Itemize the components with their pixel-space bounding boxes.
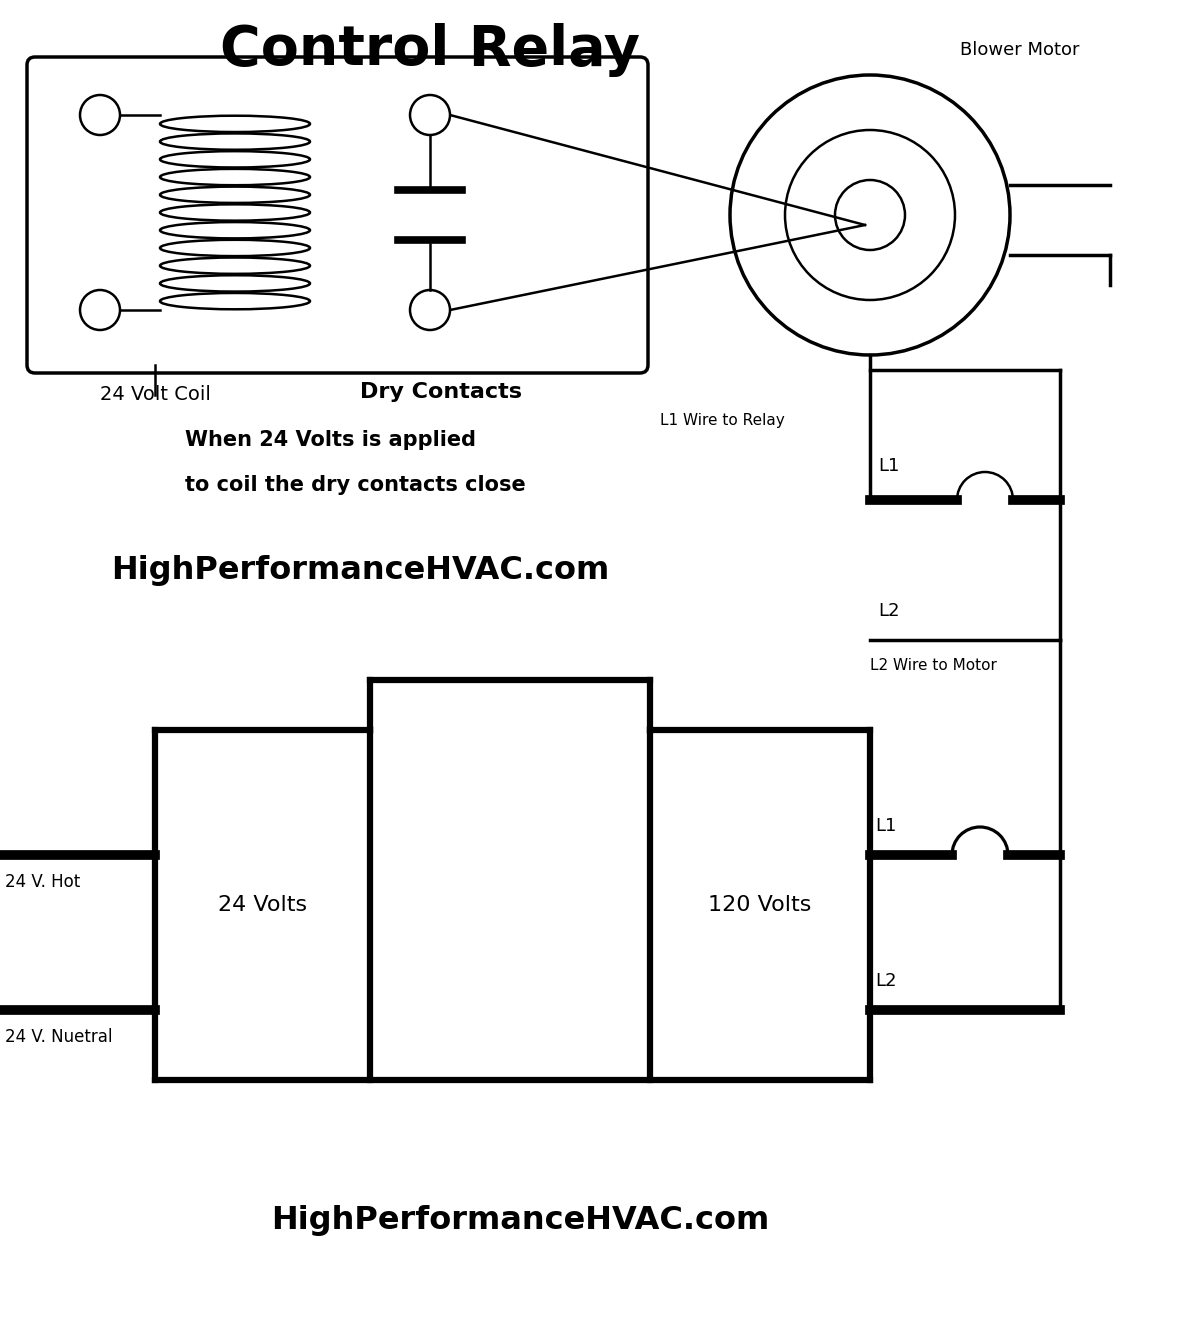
Text: L2: L2 [878,602,900,620]
Text: Control Relay: Control Relay [220,23,640,77]
Text: 120 Volts: 120 Volts [708,895,811,915]
Text: L2: L2 [875,972,896,989]
Text: 24 V. Hot: 24 V. Hot [5,872,80,891]
Circle shape [80,96,120,135]
Text: L1: L1 [878,457,899,475]
Text: 24 V. Nuetral: 24 V. Nuetral [5,1028,113,1046]
Text: L1 Wire to Relay: L1 Wire to Relay [660,413,785,428]
Text: HighPerformanceHVAC.com: HighPerformanceHVAC.com [110,555,610,586]
Circle shape [410,96,450,135]
Text: When 24 Volts is applied: When 24 Volts is applied [185,430,476,450]
Text: L2 Wire to Motor: L2 Wire to Motor [870,657,997,672]
FancyBboxPatch shape [28,57,648,373]
Text: 24 Volts: 24 Volts [218,895,307,915]
Text: Dry Contacts: Dry Contacts [360,382,522,402]
Circle shape [410,290,450,329]
Text: 24 Volt Coil: 24 Volt Coil [100,385,211,404]
Circle shape [80,290,120,329]
Text: Blower Motor: Blower Motor [960,41,1080,58]
Text: L1: L1 [875,817,896,835]
Text: to coil the dry contacts close: to coil the dry contacts close [185,475,526,495]
Text: HighPerformanceHVAC.com: HighPerformanceHVAC.com [271,1204,769,1235]
